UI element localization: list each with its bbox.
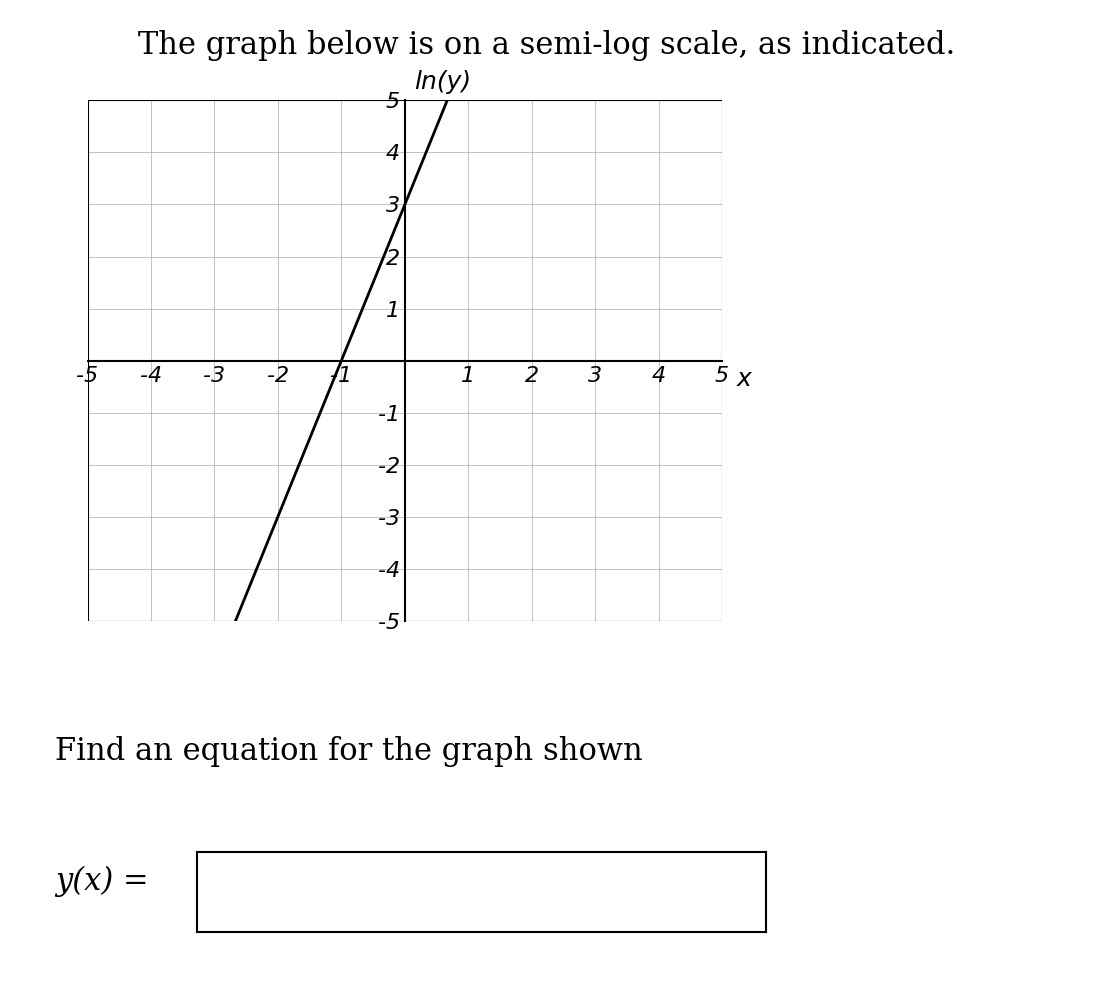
Text: The graph below is on a semi-log scale, as indicated.: The graph below is on a semi-log scale, … [138,30,956,61]
Text: x: x [737,367,752,391]
Text: y(x) =: y(x) = [55,866,148,898]
Text: ln(y): ln(y) [415,70,472,94]
Text: Find an equation for the graph shown: Find an equation for the graph shown [55,736,642,767]
